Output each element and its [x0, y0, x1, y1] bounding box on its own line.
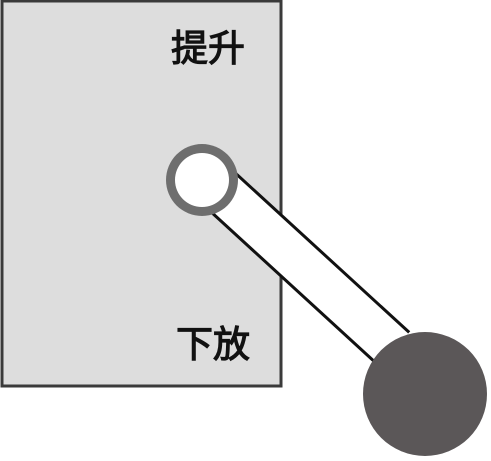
lever-arm[interactable]: [198, 167, 411, 367]
lever-arm-body: [200, 169, 409, 365]
lever-knob[interactable]: [363, 332, 487, 456]
raise-label: 提升: [171, 27, 245, 70]
lower-label: 下放: [176, 323, 250, 366]
pivot-center: [175, 153, 229, 207]
